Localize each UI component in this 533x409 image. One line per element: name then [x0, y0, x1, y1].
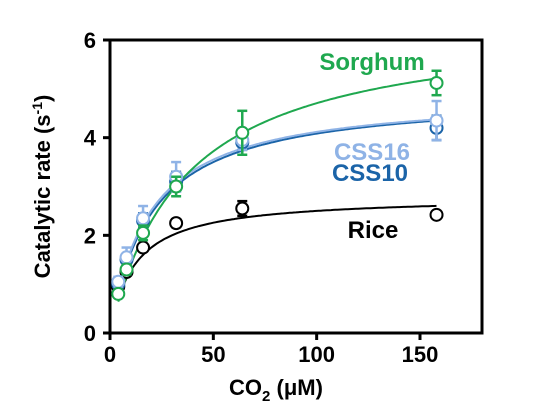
y-axis-label-close: ): [30, 95, 55, 102]
y-tick-label: 4: [84, 126, 97, 151]
data-point-css16: [429, 113, 444, 128]
x-axis-label: CO2 (μM): [229, 375, 323, 405]
data-point-sorghum: [111, 286, 126, 301]
data-point-sorghum: [429, 75, 444, 90]
data-point-rice: [136, 240, 151, 255]
data-points: [111, 69, 444, 301]
data-point-css16: [136, 211, 151, 226]
fit-curve-rice: [117, 204, 437, 300]
data-point-css16: [111, 274, 126, 289]
fit-curve-sorghum: [117, 77, 437, 302]
x-axis-label-unit: (μM): [270, 375, 323, 400]
y-axis-label-main: Catalytic rate (s: [30, 114, 55, 278]
y-axis-label: Catalytic rate (s-1): [29, 95, 55, 279]
y-tick-label: 0: [84, 321, 96, 346]
data-point-sorghum: [136, 225, 151, 240]
series-label-rice: Rice: [348, 217, 399, 244]
x-tick-label: 50: [201, 342, 225, 367]
x-axis-label-main: CO: [229, 375, 262, 400]
y-tick-label: 6: [84, 28, 96, 53]
x-tick-label: 0: [104, 342, 116, 367]
plot-frame: [108, 38, 484, 335]
x-axis-label-sub: 2: [262, 388, 270, 405]
series-label-css10: CSS10: [332, 160, 408, 187]
data-point-sorghum: [119, 262, 134, 277]
y-axis-label-sup: -1: [29, 102, 45, 115]
data-point-rice: [169, 216, 184, 231]
data-point-rice: [235, 201, 250, 216]
y-tick-label: 2: [84, 223, 96, 248]
data-point-css16: [119, 250, 134, 265]
data-point-sorghum: [169, 179, 184, 194]
x-tick-label: 100: [298, 342, 335, 367]
series-label-css16: CSS16: [334, 139, 410, 166]
data-point-rice: [429, 207, 444, 222]
series-label-sorghum: Sorghum: [319, 49, 424, 76]
x-tick-label: 150: [402, 342, 439, 367]
fit-curves: [117, 77, 437, 302]
data-point-sorghum: [235, 125, 250, 140]
